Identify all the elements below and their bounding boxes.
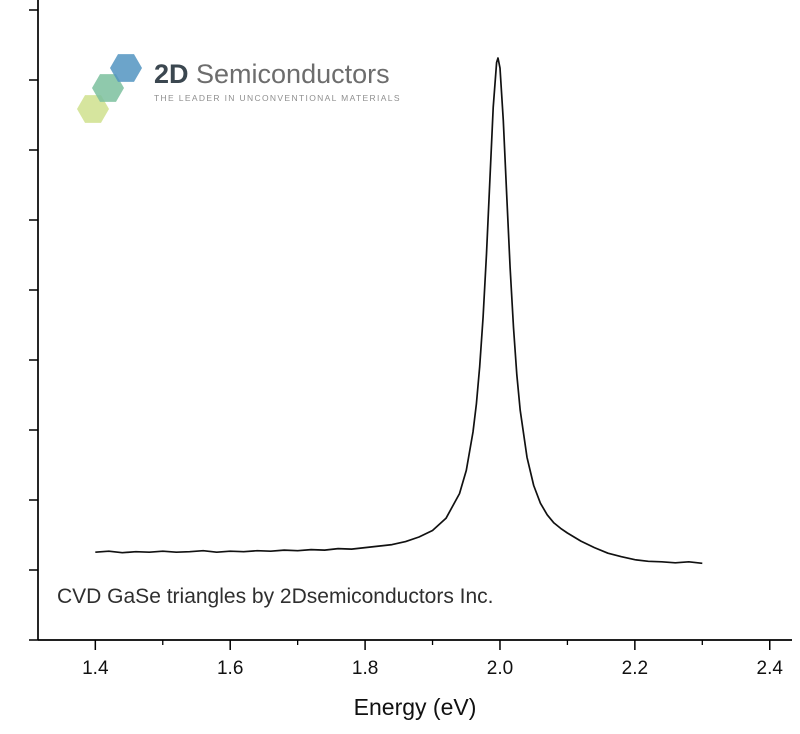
brand-prefix: 2D [154,59,189,89]
x-axis-label: Energy (eV) [353,694,477,720]
pl-spectrum-curve [95,57,703,565]
x-tick-label: 2.2 [622,658,648,679]
x-tick-label: 1.8 [352,658,378,679]
x-tick-label: 1.6 [217,658,243,679]
annotation-text: CVD GaSe triangles by 2Dsemiconductors I… [57,585,494,608]
hexagon-green [77,95,109,123]
x-tick-label: 1.4 [82,658,109,679]
brand-name: Semiconductors [188,59,390,89]
x-tick-label: 2.4 [757,658,784,679]
logo-hexagons-icon [77,54,142,123]
hexagon-teal [92,74,124,102]
hexagon-blue [110,54,142,82]
brand-tagline: THE LEADER IN UNCONVENTIONAL MATERIALS [154,93,401,104]
x-tick-label: 2.0 [487,658,513,679]
logo-text: 2D Semiconductors THE LEADER IN UNCONVEN… [154,46,401,104]
logo: 2D Semiconductors THE LEADER IN UNCONVEN… [76,46,401,131]
brand-wordmark: 2D Semiconductors [154,60,401,88]
